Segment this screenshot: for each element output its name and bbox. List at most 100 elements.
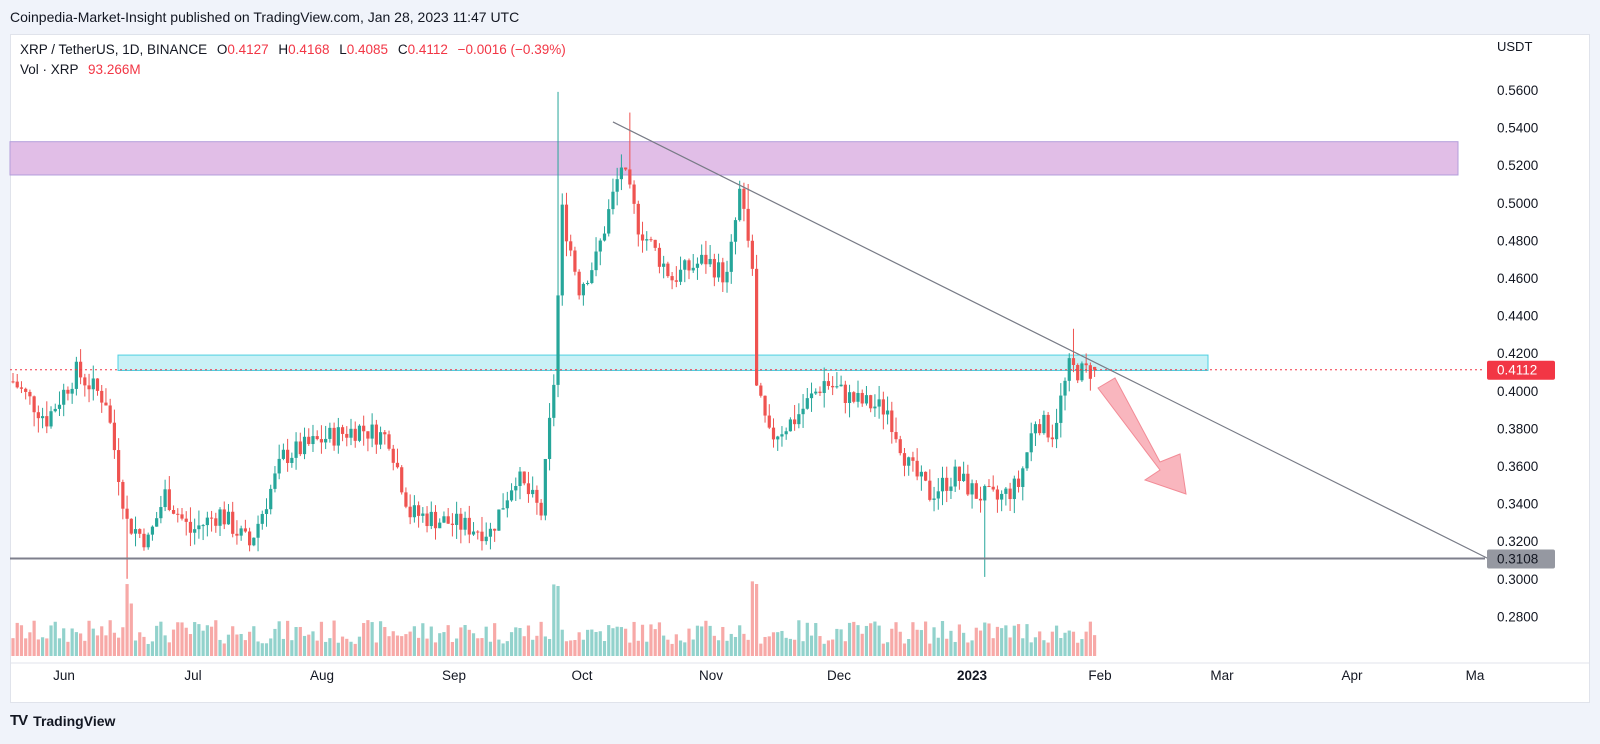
volume-bar [966, 642, 970, 656]
candle-body [290, 457, 294, 463]
volume-bar [290, 640, 294, 656]
volume-bar [919, 630, 923, 656]
y-tick-label: 0.4400 [1497, 309, 1538, 324]
candle-body [518, 471, 522, 487]
volume-bar [324, 641, 328, 656]
volume-bar [387, 636, 391, 656]
candle-body [552, 384, 556, 418]
volume-bar [649, 624, 653, 656]
candle-body [142, 533, 146, 548]
candle-body [311, 436, 315, 445]
volume-bar [11, 638, 15, 656]
candle-body [957, 466, 961, 481]
candle-body [222, 509, 226, 525]
current-price-label: 0.4112 [1497, 363, 1537, 378]
candle-body [742, 188, 746, 209]
volume-bar [547, 638, 552, 656]
volume-bar [455, 638, 459, 656]
volume-bar [573, 640, 577, 656]
candle-body [378, 432, 383, 445]
volume-bar [150, 641, 155, 656]
volume-bar [771, 632, 776, 656]
volume-bar [704, 620, 708, 656]
volume-bar [847, 622, 852, 656]
symbol-label[interactable]: XRP / TetherUS, 1D, BINANCE [20, 42, 208, 57]
candle-body [995, 489, 1000, 500]
candle-body [476, 531, 480, 533]
candle-body [138, 529, 142, 534]
candle-body [218, 509, 222, 526]
volume-bar [902, 643, 907, 656]
candle-body [771, 427, 776, 440]
volume-bar [873, 621, 877, 656]
volume-bar [940, 621, 945, 656]
volume-bar [602, 641, 607, 656]
volume-bar [205, 625, 209, 656]
volume-bar [222, 643, 226, 656]
candle-body [336, 427, 340, 446]
candle-body [797, 414, 801, 425]
volume-bar [1004, 625, 1008, 656]
volume-bar [1063, 632, 1067, 656]
y-tick-label: 0.5400 [1497, 121, 1538, 136]
volume-bar [91, 628, 95, 656]
volume-bar [721, 626, 725, 656]
y-tick-label: 0.3600 [1497, 459, 1538, 474]
candle-body [62, 389, 66, 405]
volume-bar [155, 625, 159, 656]
candle-body [400, 467, 404, 493]
volume-bar [953, 641, 957, 656]
candle-body [784, 431, 788, 435]
volume-bar [138, 632, 142, 656]
volume-bar [881, 643, 885, 656]
candle-body [11, 381, 15, 383]
volume-bar [214, 620, 218, 656]
volume-bar [412, 626, 416, 656]
volume-bar [1076, 642, 1080, 656]
candle-body [302, 436, 307, 455]
candle-body [649, 239, 653, 241]
volume-bar [509, 632, 514, 656]
volume-bar [209, 626, 214, 656]
candle-body [209, 517, 214, 519]
candle-body [632, 184, 636, 204]
volume-bar [949, 630, 953, 656]
candle-body [636, 203, 640, 235]
candle-body [788, 419, 792, 432]
tradingview-footer[interactable]: TV TradingView [10, 712, 115, 729]
candle-body [49, 411, 53, 427]
volume-bar [353, 643, 357, 656]
candle-body [1080, 363, 1084, 381]
candle-body [708, 258, 712, 265]
candle-body [328, 427, 332, 439]
candle-body [273, 473, 277, 489]
volume-bar [590, 629, 594, 656]
candle-body [936, 491, 940, 499]
candle-body [725, 271, 729, 283]
volume-bar [15, 622, 19, 656]
candle-body [602, 233, 607, 241]
volume-bar [142, 636, 146, 656]
volume-bar [1050, 631, 1054, 656]
volume-bar [83, 640, 87, 656]
volume-bar [163, 635, 167, 656]
volume-bar [108, 620, 112, 656]
candle-body [733, 220, 738, 242]
candle-body [324, 438, 328, 443]
volume-bar [970, 640, 974, 656]
candle-body [1088, 365, 1092, 379]
volume-bar [759, 643, 763, 656]
volume-bar [957, 624, 961, 656]
y-tick-label: 0.5200 [1497, 158, 1538, 173]
candle-body [978, 498, 983, 501]
candle-body [953, 466, 957, 487]
volume-bar [294, 627, 298, 656]
candle-body [793, 419, 797, 425]
volume-bar [1067, 630, 1071, 656]
candle-body [442, 516, 446, 523]
candle-body [611, 191, 615, 210]
candle-body [924, 471, 928, 481]
candle-body [683, 260, 687, 270]
volume-bar [408, 631, 412, 656]
